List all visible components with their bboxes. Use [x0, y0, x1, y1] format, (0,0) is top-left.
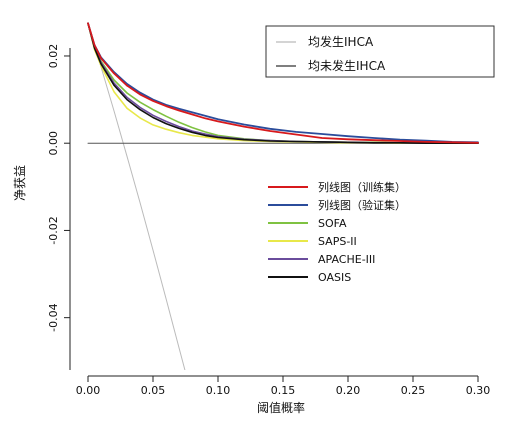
y-tick-label: -0.02	[47, 216, 60, 244]
legend-label-none: 均未发生IHCA	[308, 58, 386, 73]
legend-label-apache: APACHE-III	[318, 253, 375, 266]
x-axis-title: 阈值概率	[257, 400, 305, 415]
x-tick-label: 0.00	[76, 384, 101, 397]
legend-label-all: 均发生IHCA	[308, 34, 374, 49]
x-tick-label: 0.05	[141, 384, 166, 397]
y-axis-title: 净获益	[13, 165, 27, 201]
x-tick-label: 0.25	[401, 384, 426, 397]
y-tick-label: 0.00	[47, 131, 60, 156]
legend-top-right: 均发生IHCA 均未发生IHCA	[265, 25, 495, 78]
series-line-nomo_valid	[87, 22, 479, 144]
legend-label-nomo_train: 列线图（训练集）	[318, 180, 406, 194]
y-tick-label: 0.02	[47, 44, 60, 69]
legend-top-box	[265, 25, 495, 78]
series-line-nomo_train	[87, 22, 479, 144]
x-tick-label: 0.15	[271, 384, 296, 397]
x-tick-label: 0.10	[206, 384, 231, 397]
series-line-oasis	[87, 22, 479, 144]
legend-label-nomo_valid: 列线图（验证集）	[318, 198, 406, 212]
legend-middle-right: 列线图（训练集） 列线图（验证集） SOFA SAPS-II APACHE-III OAS…	[268, 180, 406, 284]
legend-label-saps: SAPS-II	[318, 235, 357, 248]
axes: -0.04 -0.02 0.00 0.02 0.00 0.05 0.10 0.15 0.20 0.…	[47, 44, 490, 397]
legend-label-oasis: OASIS	[318, 271, 351, 284]
y-tick-label: -0.04	[47, 303, 60, 331]
series-line-all	[87, 22, 186, 370]
x-tick-label: 0.20	[336, 384, 361, 397]
legend-label-sofa: SOFA	[318, 217, 347, 230]
x-tick-label: 0.30	[466, 384, 491, 397]
series-layer	[87, 22, 479, 370]
